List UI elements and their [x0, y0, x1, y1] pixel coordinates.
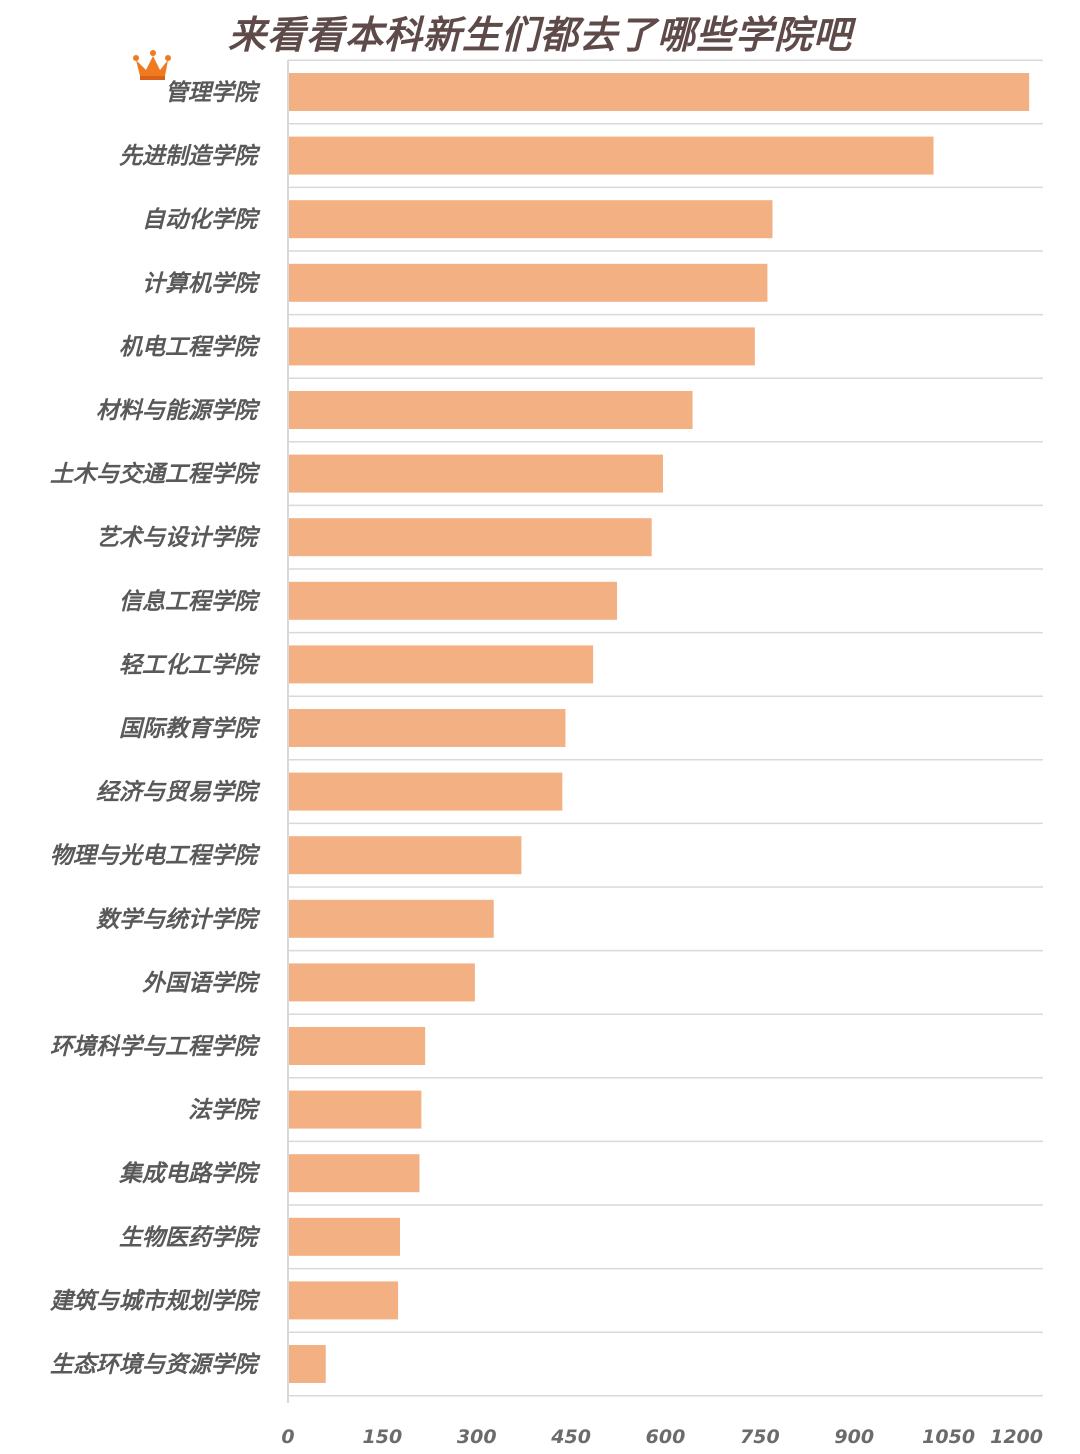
category-label: 外国语学院 [142, 969, 261, 996]
category-label: 自动化学院 [142, 206, 261, 233]
bar [289, 327, 755, 366]
x-tick-label: 1050 [922, 1426, 975, 1448]
bar [289, 1090, 422, 1129]
bar [289, 454, 663, 493]
category-label: 信息工程学院 [119, 588, 261, 615]
bar [289, 709, 566, 747]
category-label: 物理与光电工程学院 [50, 842, 261, 869]
category-label: 建筑与城市规划学院 [49, 1287, 261, 1314]
category-label: 环境科学与工程学院 [50, 1033, 261, 1060]
bar [289, 1217, 400, 1256]
category-label: 管理学院 [165, 79, 261, 106]
x-tick-label: 750 [740, 1426, 780, 1448]
bar [289, 136, 934, 175]
x-tick-label: 1200 [990, 1426, 1043, 1448]
x-tick-label: 450 [550, 1426, 591, 1448]
bar [289, 1027, 426, 1065]
bar [289, 200, 773, 239]
category-label: 材料与能源学院 [96, 397, 261, 424]
category-label: 数学与统计学院 [96, 906, 261, 933]
bar [289, 391, 693, 429]
bar [289, 73, 1030, 111]
grid-lines [288, 59, 1043, 1397]
x-tick-labels: 0 150 300 450 600 750 900 1050 1200 [281, 1426, 1043, 1448]
bars [289, 73, 1030, 1383]
category-label: 先进制造学院 [119, 143, 261, 170]
bar [289, 1281, 399, 1320]
category-label: 艺术与设计学院 [96, 524, 261, 551]
category-labels: 管理学院先进制造学院自动化学院计算机学院机电工程学院材料与能源学院土木与交通工程… [49, 79, 261, 1378]
bar [289, 899, 494, 938]
crown-icon [133, 50, 171, 80]
bar [289, 518, 652, 557]
bar [289, 263, 768, 302]
category-label: 机电工程学院 [119, 333, 261, 360]
x-tick-label: 300 [457, 1426, 497, 1448]
bar [289, 1345, 326, 1383]
bar [289, 836, 522, 875]
bar [289, 581, 618, 620]
category-label: 法学院 [188, 1097, 261, 1124]
category-label: 经济与贸易学院 [96, 779, 261, 806]
category-label: 集成电路学院 [118, 1160, 261, 1187]
bar [289, 772, 563, 811]
x-tick-label: 150 [363, 1426, 403, 1448]
category-label: 生物医药学院 [119, 1224, 261, 1251]
category-label: 生态环境与资源学院 [50, 1351, 261, 1378]
x-tick-label: 900 [834, 1426, 874, 1448]
x-tick-label: 0 [281, 1426, 294, 1448]
category-label: 国际教育学院 [119, 715, 261, 742]
chart-title: 来看看本科新生们都去了哪些学院吧 [227, 13, 852, 57]
bar [289, 963, 475, 1002]
category-label: 土木与交通工程学院 [50, 461, 261, 488]
x-tick-label: 600 [646, 1426, 686, 1448]
bar [289, 1154, 420, 1193]
category-label: 轻工化工学院 [119, 651, 261, 678]
bar [289, 645, 594, 684]
category-label: 计算机学院 [142, 270, 261, 297]
